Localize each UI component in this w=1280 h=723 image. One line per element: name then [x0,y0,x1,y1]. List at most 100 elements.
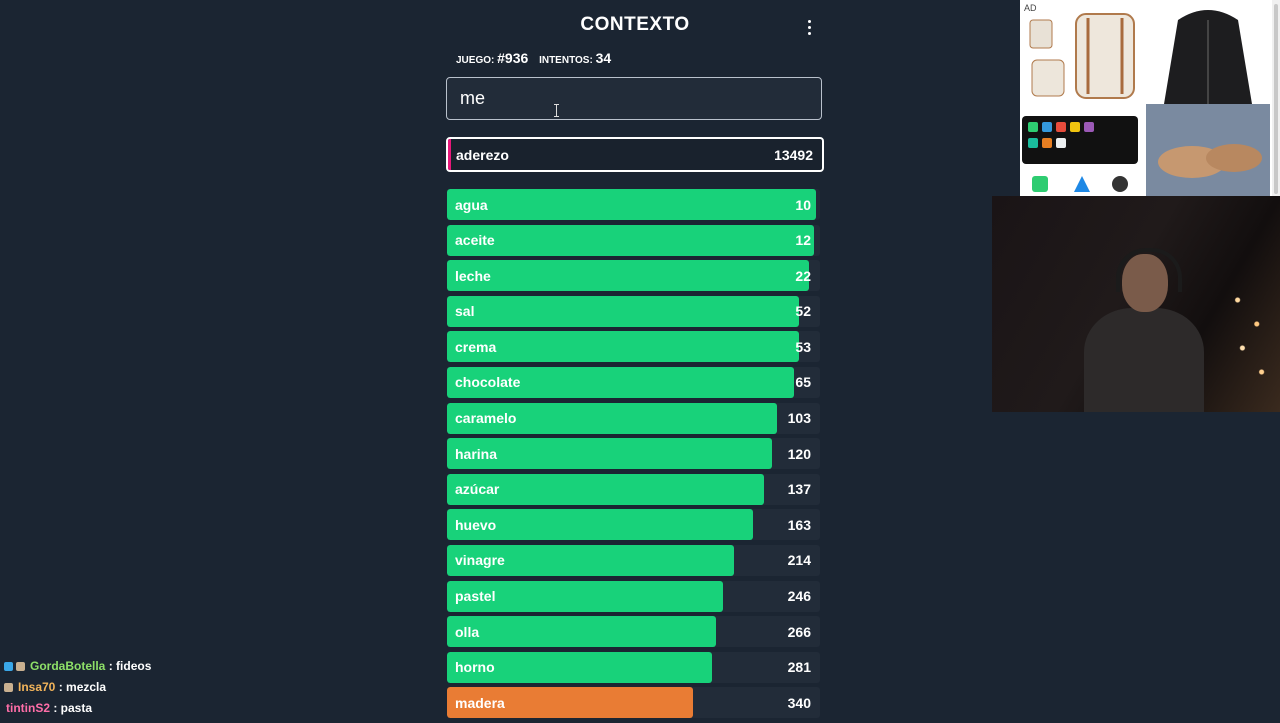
guess-rank: 120 [787,445,811,462]
guess-word: harina [455,445,498,462]
guess-word: agua [455,196,488,213]
chat-overlay: GordaBotella : fideos Insa70 : mezcla tint… [4,658,151,721]
guess-row[interactable]: aceite 12 [447,224,820,256]
guess-row[interactable]: leche 22 [447,260,820,292]
last-guess-word: aderezo [456,146,509,163]
game-stats: JUEGO: #936 INTENTOS: 34 [456,50,619,66]
jacket-ad-image[interactable] [1148,0,1268,104]
guess-row[interactable]: azúcar 137 [447,473,820,505]
guess-proximity-bar [447,616,716,648]
guess-list: agua 10 aceite 12 leche 22 sal 52 crema 53 chocola… [447,189,820,723]
guess-rank: 137 [787,481,811,498]
guess-proximity-bar [447,295,800,327]
guess-row[interactable]: harina 120 [447,438,820,470]
guess-proximity-bar [447,473,765,505]
chat-message: Insa70 : mezcla [4,679,151,700]
guess-row[interactable]: huevo 163 [447,509,820,541]
last-guess-rank: 13492 [774,146,813,163]
guess-word: caramelo [455,410,517,427]
guess-proximity-bar [447,366,794,398]
chat-text: mezcla [66,680,107,694]
contexto-game: CONTEXTO JUEGO: #936 INTENTOS: 34 aderez… [446,0,824,720]
guess-row[interactable]: caramelo 103 [447,402,820,434]
ad-scrollbar[interactable] [1272,0,1280,196]
chat-username[interactable]: GordaBotella [30,659,106,673]
guess-row[interactable]: chocolate 65 [447,366,820,398]
guess-rank: 340 [787,694,811,711]
chat-separator: : [50,701,61,715]
guess-rank: 10 [795,196,811,213]
guess-word: azúcar [455,481,500,498]
headphones-icon [1116,248,1182,292]
guess-proximity-bar [447,438,772,470]
guess-row[interactable]: madera 340 [447,687,820,719]
guess-input[interactable] [446,77,822,120]
guess-word: olla [455,623,480,640]
guess-proximity-bar [447,509,753,541]
chat-username[interactable]: Insa70 [18,680,56,694]
guess-row[interactable]: pastel 246 [447,580,820,612]
car-screen-ad-image[interactable] [1022,114,1140,194]
more-options-icon[interactable] [803,16,815,38]
guess-rank: 52 [795,303,811,320]
chat-badge-icon [4,683,13,692]
attempts-label: INTENTOS: [539,55,593,66]
guess-rank: 246 [787,588,811,605]
guess-word: chocolate [455,374,521,391]
guess-proximity-bar [447,580,724,612]
webcam-feed [992,196,1280,412]
guess-word: vinagre [455,552,505,569]
chat-separator: : [105,659,117,673]
chat-separator: : [55,680,67,694]
ad-tag: AD [1024,3,1037,13]
guess-word: leche [455,267,491,284]
guess-rank: 12 [795,232,811,249]
guess-rank: 281 [787,659,811,676]
guess-proximity-bar [447,651,712,683]
guess-row[interactable]: horno 281 [447,651,820,683]
guess-proximity-bar [447,687,694,719]
guess-word: pastel [455,588,496,605]
chat-message: GordaBotella : fideos [4,658,151,679]
guess-proximity-bar [447,402,778,434]
last-guess-row: aderezo 13492 [446,137,824,172]
guess-proximity-bar [447,544,735,576]
guess-row[interactable]: vinagre 214 [447,544,820,576]
game-label: JUEGO: [456,55,495,66]
guess-row[interactable]: sal 52 [447,295,820,327]
guess-rank: 65 [795,374,811,391]
last-guess-accent [448,139,451,170]
guess-rank: 214 [787,552,811,569]
guess-rank: 22 [795,267,811,284]
guess-word: huevo [455,516,497,533]
string-lights [1228,276,1276,396]
text-cursor-icon [554,104,562,117]
guess-rank: 53 [795,338,811,355]
guess-rank: 266 [787,623,811,640]
chat-message: tintinS2 : pasta [4,700,151,721]
guess-proximity-bar [447,260,809,292]
chat-username[interactable]: tintinS2 [6,701,50,715]
guess-rank: 163 [787,516,811,533]
streamer-body [1084,308,1204,412]
chat-badge-icon [4,662,13,671]
guess-word: crema [455,338,497,355]
sandals-ad-image[interactable] [1146,104,1270,196]
attempts-count: 34 [595,50,612,66]
guess-word: madera [455,694,505,711]
guess-row[interactable]: crema 53 [447,331,820,363]
guess-word: aceite [455,232,495,249]
ad-panel[interactable]: AD [1020,0,1272,196]
guess-word: sal [455,303,475,320]
guess-rank: 103 [787,410,811,427]
guess-proximity-bar [447,331,799,363]
page-title: CONTEXTO [580,14,690,35]
backpack-ad-image[interactable] [1026,4,1142,102]
guess-word: horno [455,659,495,676]
guess-proximity-bar [447,224,815,256]
game-number: #936 [497,50,529,66]
chat-badge-icon [16,662,25,671]
guess-proximity-bar [447,189,817,220]
guess-row[interactable]: agua 10 [447,189,820,220]
guess-row[interactable]: olla 266 [447,616,820,648]
